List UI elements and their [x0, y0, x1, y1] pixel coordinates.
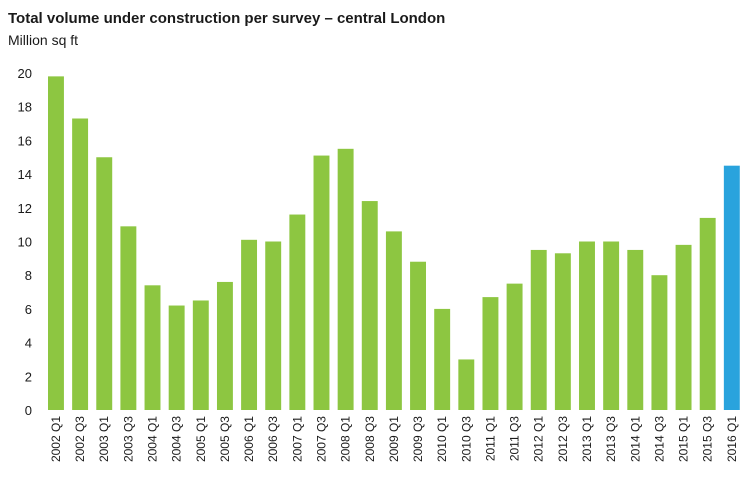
x-tick-label: 2016 Q1 — [725, 416, 739, 462]
bar — [482, 297, 499, 410]
bar — [458, 359, 475, 410]
bar — [241, 239, 258, 410]
bar — [361, 201, 378, 410]
x-tick-label: 2009 Q3 — [411, 416, 425, 462]
bar — [144, 285, 161, 410]
y-tick-label: 0 — [25, 403, 32, 418]
x-tick-label: 2011 Q1 — [483, 416, 497, 461]
bar — [313, 155, 330, 410]
bar — [96, 157, 113, 410]
x-tick-label: 2014 Q3 — [652, 416, 666, 462]
bar — [72, 118, 89, 410]
bar — [651, 275, 668, 410]
x-tick-label: 2010 Q3 — [459, 416, 473, 462]
x-tick-label: 2005 Q3 — [218, 416, 232, 462]
x-tick-label: 2013 Q1 — [580, 416, 594, 462]
bar — [337, 148, 354, 410]
x-tick-label: 2008 Q3 — [363, 416, 377, 462]
x-tick-label: 2015 Q1 — [677, 416, 691, 462]
x-tick-label: 2008 Q1 — [339, 416, 353, 462]
y-tick-label: 8 — [25, 268, 32, 283]
y-tick-label: 14 — [18, 167, 32, 182]
x-axis: 2002 Q1 2002 Q3 2003 Q1 2003 Q3 2004 Q1 2004 … — [49, 416, 739, 462]
bar — [554, 253, 571, 410]
bar — [168, 305, 185, 410]
y-axis: 0 2 4 6 8 10 12 14 16 18 20 — [18, 66, 32, 418]
x-tick-label: 2011 Q3 — [508, 416, 522, 461]
x-tick-label: 2012 Q1 — [532, 416, 546, 462]
x-tick-label: 2014 Q1 — [628, 416, 642, 462]
y-tick-label: 2 — [25, 369, 32, 384]
x-tick-label: 2012 Q3 — [556, 416, 570, 462]
x-tick-label: 2003 Q1 — [97, 416, 111, 462]
bar — [723, 165, 740, 410]
bar — [289, 214, 306, 410]
y-tick-label: 4 — [25, 336, 32, 351]
x-tick-label: 2013 Q3 — [604, 416, 618, 462]
bar — [48, 76, 64, 411]
bar — [603, 241, 620, 410]
x-tick-label: 2007 Q1 — [290, 416, 304, 462]
y-tick-label: 6 — [25, 302, 32, 317]
chart-title: Total volume under construction per surv… — [8, 10, 446, 27]
x-tick-label: 2004 Q1 — [146, 416, 160, 462]
x-tick-label: 2006 Q3 — [266, 416, 280, 462]
x-tick-label: 2006 Q1 — [242, 416, 256, 462]
bar — [506, 283, 523, 411]
bar — [579, 241, 595, 410]
bar — [410, 261, 426, 410]
x-tick-label: 2004 Q3 — [170, 416, 184, 462]
x-tick-label: 2002 Q3 — [73, 416, 87, 462]
bar — [265, 241, 282, 410]
y-tick-label: 10 — [18, 235, 32, 250]
bar — [120, 226, 137, 410]
chart-subtitle: Million sq ft — [8, 32, 79, 48]
x-tick-label: 2003 Q3 — [121, 416, 135, 462]
x-tick-label: 2002 Q1 — [49, 416, 63, 462]
x-tick-label: 2010 Q1 — [435, 416, 449, 462]
bar — [627, 249, 644, 410]
x-tick-label: 2005 Q1 — [194, 416, 208, 462]
bar — [216, 281, 233, 410]
bars — [48, 76, 740, 411]
bar — [675, 244, 692, 410]
x-tick-label: 2009 Q1 — [387, 416, 401, 462]
y-tick-label: 18 — [18, 100, 32, 115]
bar — [385, 231, 402, 410]
bar — [530, 249, 547, 410]
bar — [192, 300, 209, 410]
bar — [434, 308, 451, 410]
x-tick-label: 2007 Q3 — [314, 416, 328, 462]
bar — [699, 217, 716, 410]
y-tick-label: 20 — [18, 66, 32, 81]
x-tick-label: 2015 Q3 — [701, 416, 715, 462]
y-tick-label: 16 — [18, 133, 32, 148]
y-tick-label: 12 — [18, 201, 32, 216]
